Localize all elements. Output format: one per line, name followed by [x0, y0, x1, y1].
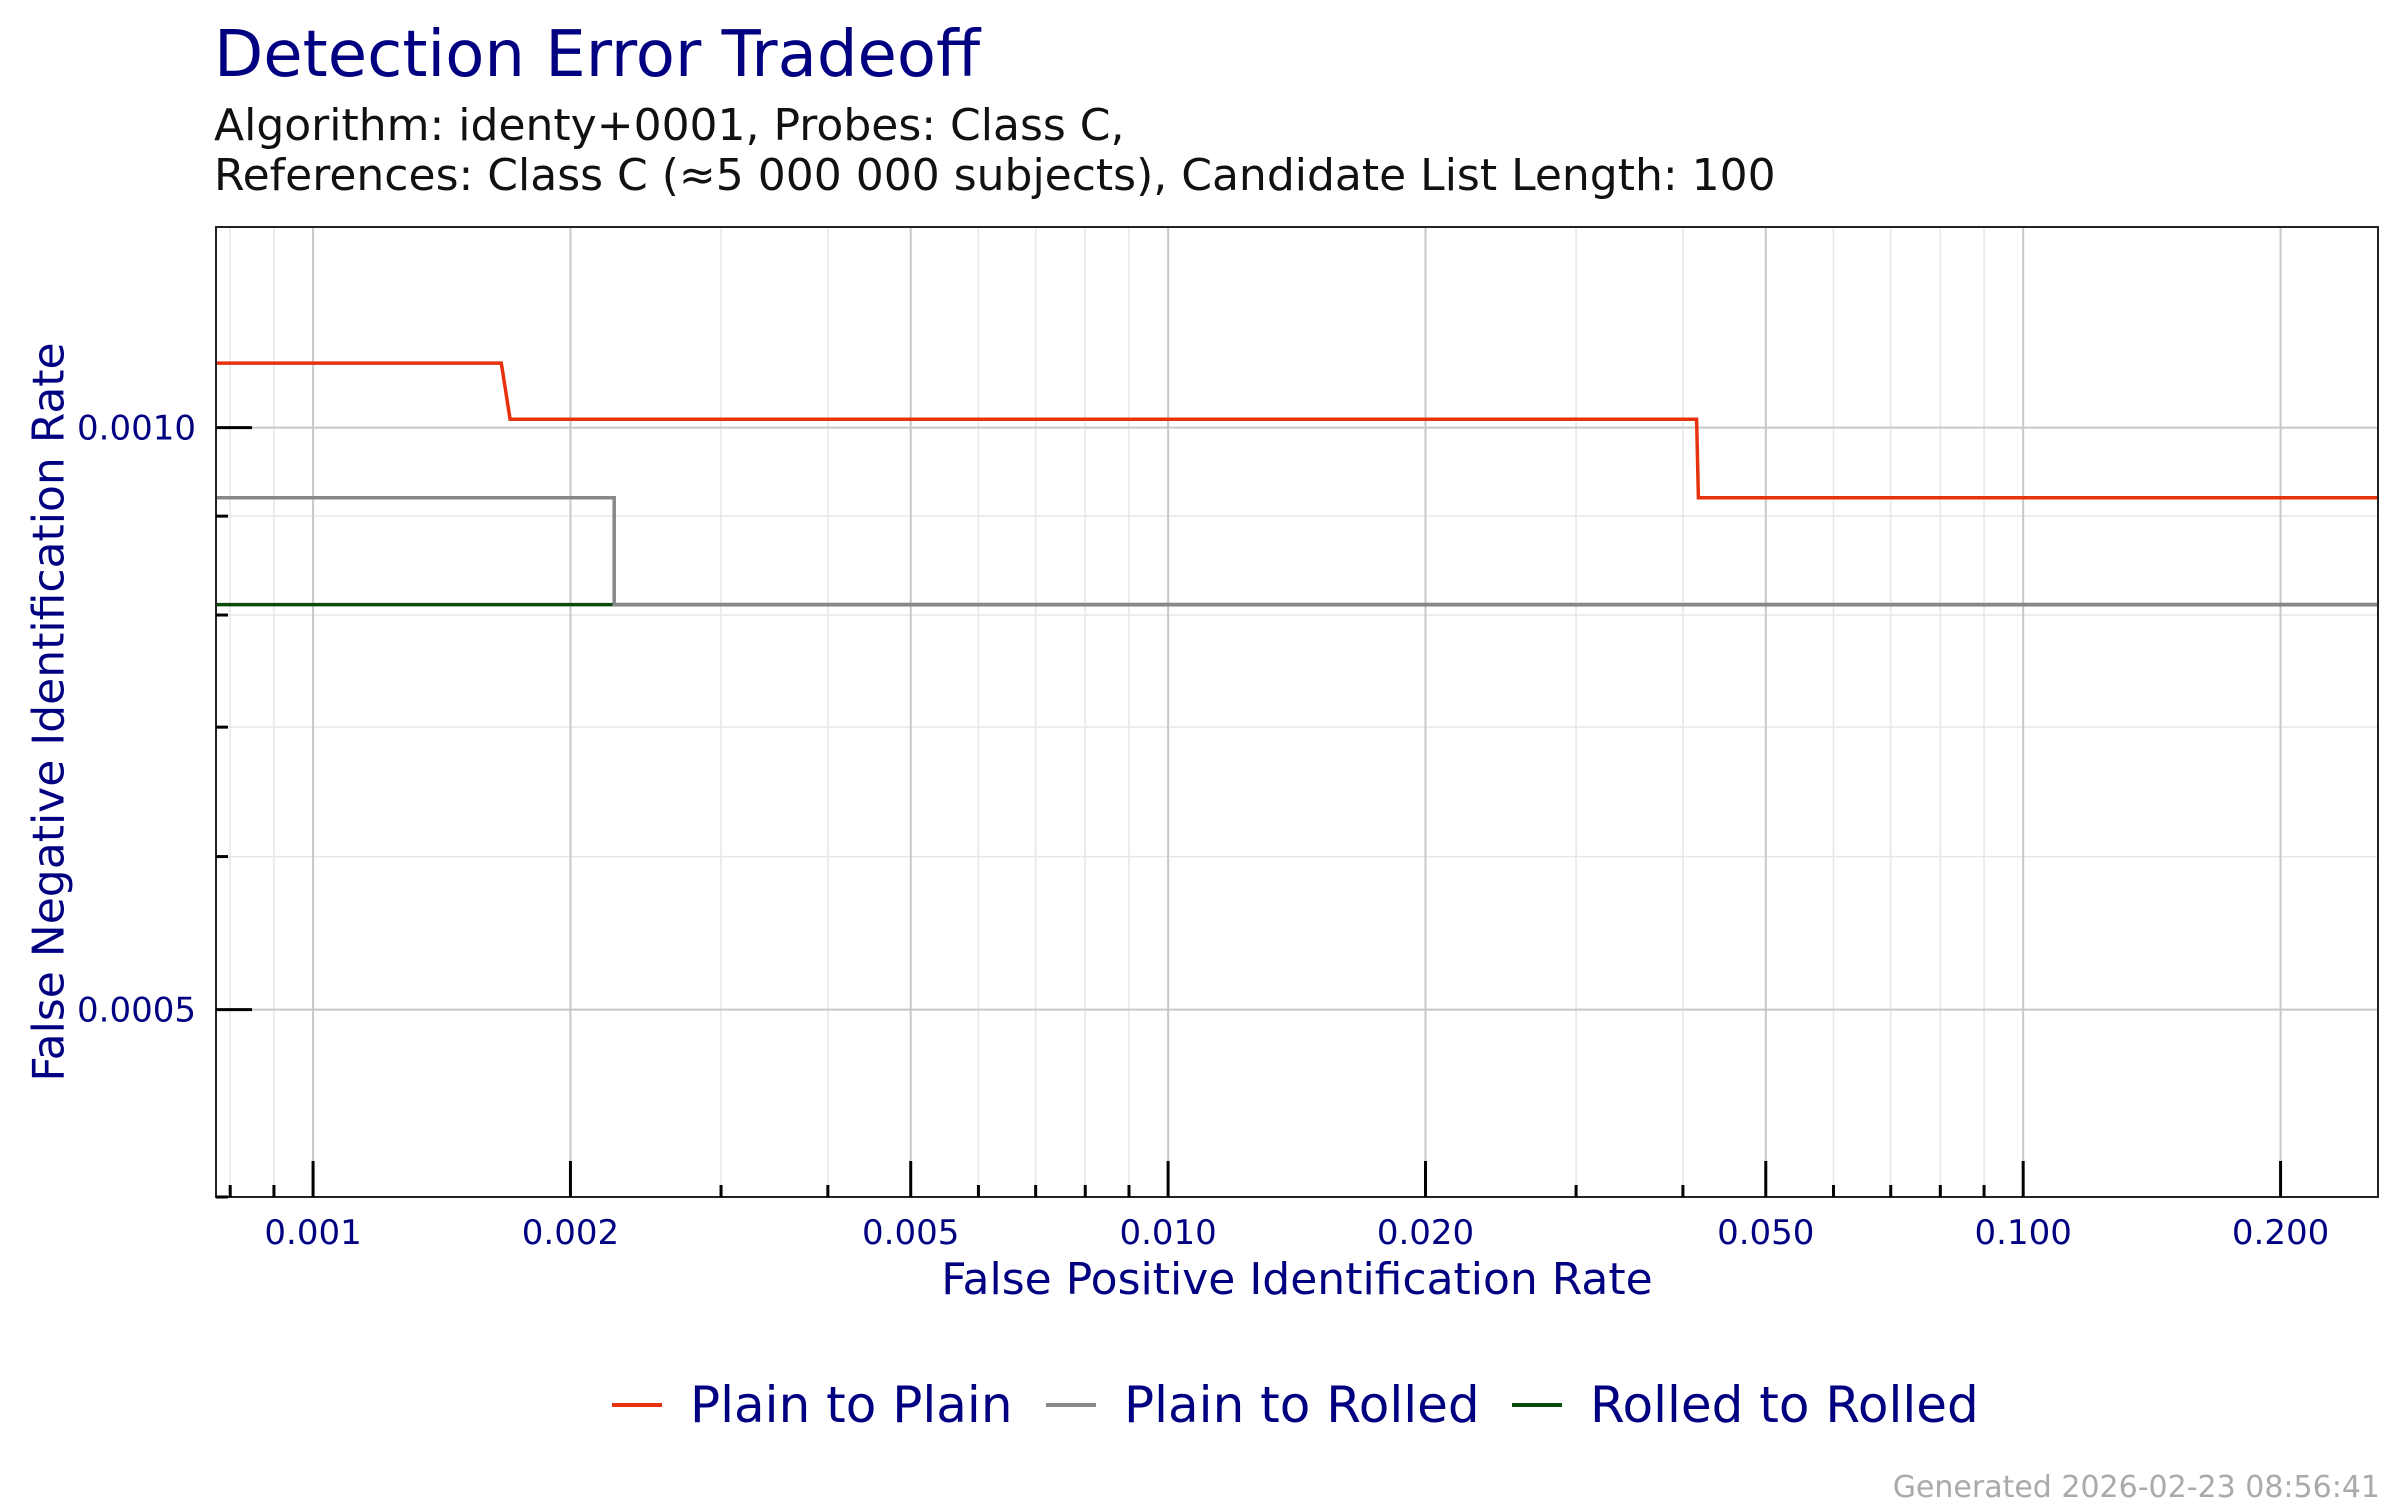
- x-tick-label: 0.005: [862, 1213, 959, 1253]
- series-line-plain-to-plain: [216, 361, 2378, 500]
- x-tick-label: 0.001: [264, 1213, 361, 1253]
- x-tick-label: 0.200: [2232, 1213, 2329, 1253]
- chart-subtitle-line-2: References: Class C (≈5 000 000 subjects…: [214, 150, 1776, 201]
- legend-label: Rolled to Rolled: [1590, 1376, 1979, 1434]
- legend-label: Plain to Plain: [690, 1376, 1013, 1434]
- y-tick-label: 0.0005: [77, 991, 196, 1031]
- minor-grid: [216, 227, 2378, 1198]
- x-tick-label: 0.002: [522, 1213, 619, 1253]
- chart-title: Detection Error Tradeoff: [214, 18, 981, 92]
- major-grid: [216, 227, 2378, 1197]
- series-line-plain-to-rolled: [216, 495, 2378, 607]
- series-layer: [216, 361, 2378, 607]
- legend: Plain to Plain Plain to Rolled Rolled to R…: [612, 1376, 1979, 1434]
- generated-timestamp: Generated 2026-02-23 08:56:41: [1892, 1470, 2380, 1505]
- x-tick-label: 0.050: [1717, 1213, 1814, 1253]
- chart-subtitle-line-1: Algorithm: identy+0001, Probes: Class C,: [214, 100, 1125, 151]
- y-tick-label: 0.0010: [77, 409, 196, 449]
- axis-ticks: [216, 426, 2283, 1199]
- x-tick-label: 0.020: [1377, 1213, 1474, 1253]
- tick-labels: 0.001 0.002 0.005 0.010 0.020 0.050 0.100 0.200…: [77, 409, 2329, 1253]
- legend-label: Plain to Rolled: [1124, 1376, 1480, 1434]
- plot-border: [215, 226, 2379, 1198]
- y-axis-label: False Negative Identification Rate: [23, 342, 74, 1081]
- x-tick-label: 0.100: [1975, 1213, 2072, 1253]
- x-tick-label: 0.010: [1119, 1213, 1216, 1253]
- x-axis-label: False Positive Identification Rate: [941, 1254, 1652, 1305]
